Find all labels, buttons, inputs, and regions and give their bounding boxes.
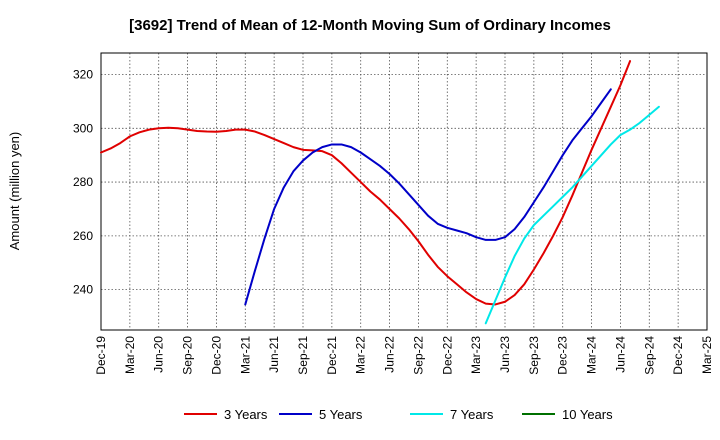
x-tick-label: Jun-21: [267, 336, 281, 373]
y-axis-label: Amount (million yen): [7, 132, 22, 251]
plot-area: [100, 52, 708, 331]
x-tick-label: Jun-22: [383, 336, 397, 373]
legend-label: 10 Years: [562, 407, 613, 422]
x-tick-label: Sep-23: [527, 336, 541, 375]
y-tick-label: 240: [73, 283, 93, 297]
x-tick-label: Dec-24: [671, 336, 685, 375]
x-tick-label: Mar-20: [123, 336, 137, 374]
x-tick-label: Dec-23: [556, 336, 570, 375]
x-tick-label: Sep-21: [296, 336, 310, 375]
y-tick-label: 260: [73, 229, 93, 243]
legend-label: 5 Years: [319, 407, 363, 422]
y-tick-label: 320: [73, 68, 93, 82]
x-tick-label: Mar-23: [469, 336, 483, 374]
series-line-5-years: [244, 88, 612, 306]
x-tick-label: Dec-20: [209, 336, 223, 375]
chart-title: [3692] Trend of Mean of 12-Month Moving …: [129, 17, 611, 34]
series-group: [100, 60, 660, 325]
x-tick-label: Sep-20: [181, 336, 195, 375]
legend-label: 7 Years: [450, 407, 494, 422]
x-tick-label: Mar-21: [238, 336, 252, 374]
x-tick-label: Mar-24: [585, 336, 599, 374]
x-tick-label: Dec-19: [94, 336, 108, 375]
grid: [101, 53, 707, 330]
legend: 3 Years 5 Years 7 Years 10 Years: [184, 407, 613, 422]
x-tick-label: Dec-21: [325, 336, 339, 375]
y-tick-label: 300: [73, 121, 93, 135]
x-tick-label: Sep-24: [642, 336, 656, 375]
x-tick-label: Mar-22: [354, 336, 368, 374]
y-tick-label: 280: [73, 175, 93, 189]
x-tick-label: Jun-23: [498, 336, 512, 373]
series-line-7-years: [484, 105, 660, 325]
x-axis: Dec-19 Mar-20 Jun-20 Sep-20 Dec-20 Mar-21 Jun-…: [94, 336, 714, 375]
y-axis: 240 260 280 300 320: [73, 68, 93, 297]
x-tick-label: Sep-22: [411, 336, 425, 375]
x-tick-label: Jun-24: [613, 336, 627, 373]
x-tick-label: Jun-20: [152, 336, 166, 373]
series-line-3-years: [100, 60, 632, 306]
x-tick-label: Mar-25: [700, 336, 714, 374]
x-tick-label: Dec-22: [440, 336, 454, 375]
legend-label: 3 Years: [224, 407, 268, 422]
